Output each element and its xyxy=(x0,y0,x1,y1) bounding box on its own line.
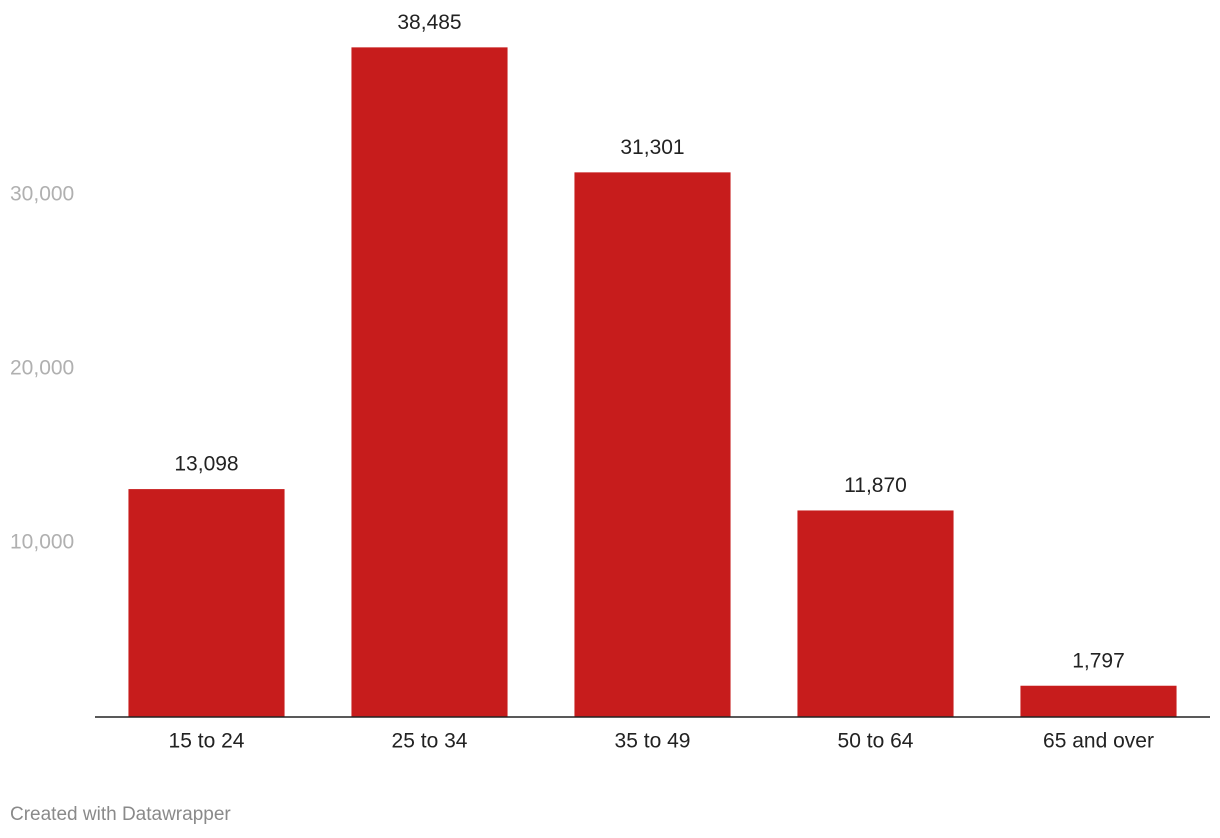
value-label: 38,485 xyxy=(397,11,461,34)
value-label: 1,797 xyxy=(1072,649,1125,672)
x-tick-label: 15 to 24 xyxy=(169,730,245,753)
value-label: 31,301 xyxy=(620,136,684,159)
bar xyxy=(1020,685,1177,717)
y-tick-label: 30,000 xyxy=(10,183,74,206)
x-tick-label: 35 to 49 xyxy=(615,730,691,753)
value-label: 11,870 xyxy=(844,474,907,497)
x-tick-label: 50 to 64 xyxy=(838,730,914,753)
bar xyxy=(797,510,954,717)
bar xyxy=(128,489,285,717)
bar xyxy=(351,47,508,717)
y-tick-label: 20,000 xyxy=(10,357,74,380)
bar xyxy=(574,172,731,717)
x-tick-label: 65 and over xyxy=(1043,730,1154,753)
y-tick-label: 10,000 xyxy=(10,531,74,554)
footer: Created with Datawrapper xyxy=(10,804,231,825)
x-tick-label: 25 to 34 xyxy=(392,730,468,753)
value-label: 13,098 xyxy=(174,453,238,476)
